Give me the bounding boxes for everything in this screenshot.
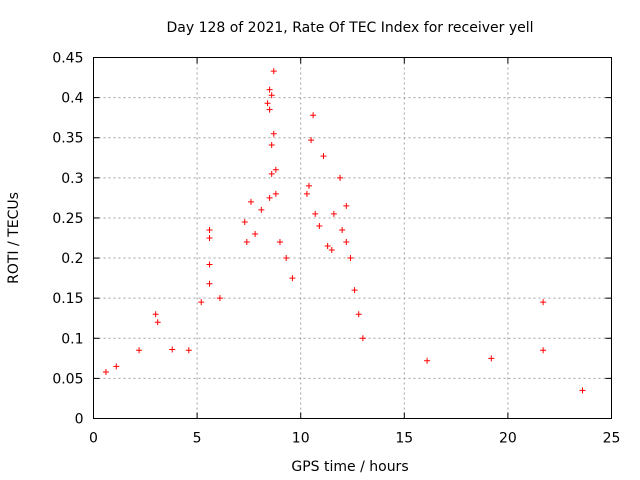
data-point [206, 280, 213, 287]
axis-ticks: 0 0.05 0.1 0.15 0.2 0.25 0.3 0.35 0.4 0.45 0 5 10 15 2… [52, 51, 620, 447]
data-point [540, 347, 547, 354]
data-point [330, 210, 337, 217]
data-point [320, 153, 327, 160]
data-point [198, 299, 205, 306]
data-point [264, 100, 271, 107]
y-tick-label: 0.05 [52, 371, 83, 387]
data-point [343, 202, 350, 209]
y-tick-label: 0.45 [52, 51, 83, 67]
x-tick-label: 10 [292, 431, 310, 447]
data-point [270, 68, 277, 75]
data-point [216, 295, 223, 302]
data-point [276, 239, 283, 246]
data-point [102, 368, 109, 375]
data-point [312, 210, 319, 217]
data-point [324, 243, 331, 250]
data-point [252, 230, 259, 237]
grid-lines [93, 57, 612, 419]
y-tick-label: 0.2 [61, 251, 83, 267]
data-point [185, 347, 192, 354]
x-tick-label: 25 [603, 431, 621, 447]
data-point [206, 235, 213, 241]
data-point [339, 226, 346, 233]
data-point [272, 190, 279, 197]
data-point [241, 218, 248, 225]
data-point [258, 206, 265, 213]
y-axis-label: ROTI / TECUs [6, 192, 22, 284]
data-point [337, 174, 344, 181]
data-point [152, 311, 159, 318]
data-point [136, 347, 143, 354]
data-point [247, 198, 254, 205]
data-point [113, 363, 120, 370]
data-point [266, 194, 273, 201]
data-point [303, 190, 310, 197]
y-tick-label: 0.15 [52, 291, 83, 307]
data-point [343, 239, 350, 246]
data-points [102, 68, 586, 394]
y-tick-label: 0 [75, 412, 84, 428]
data-point [579, 387, 586, 394]
data-point [169, 346, 176, 353]
y-tick-label: 0.35 [52, 131, 83, 147]
plot-frame [93, 57, 612, 419]
data-point [154, 319, 161, 326]
data-point [359, 335, 366, 342]
y-tick-label: 0.3 [61, 171, 83, 187]
x-tick-label: 15 [395, 431, 413, 447]
data-point [540, 299, 547, 306]
y-tick-label: 0.25 [52, 211, 83, 227]
data-point [268, 170, 275, 177]
data-point [310, 112, 317, 119]
x-axis-label: GPS time / hours [291, 459, 408, 475]
data-point [424, 357, 431, 364]
data-point [266, 86, 273, 93]
x-tick-label: 0 [89, 431, 98, 447]
data-point [355, 311, 362, 318]
data-point [206, 261, 213, 268]
chart-title: Day 128 of 2021, Rate Of TEC Index for r… [166, 20, 533, 36]
data-point [328, 247, 335, 254]
x-tick-label: 20 [499, 431, 517, 447]
data-point [268, 92, 275, 99]
data-point [488, 355, 495, 362]
data-point [308, 137, 315, 144]
data-point [316, 222, 323, 229]
data-point [305, 182, 312, 189]
data-point [270, 130, 277, 137]
x-tick-label: 5 [193, 431, 202, 447]
data-point [351, 287, 358, 294]
data-point [243, 239, 250, 246]
data-point [347, 255, 354, 262]
data-point [272, 166, 279, 173]
data-point [268, 141, 275, 148]
y-tick-label: 0.1 [61, 331, 83, 347]
y-tick-label: 0.4 [61, 91, 83, 107]
data-point [283, 255, 290, 262]
data-point [289, 275, 296, 282]
data-point [266, 106, 273, 113]
data-point [206, 226, 213, 233]
